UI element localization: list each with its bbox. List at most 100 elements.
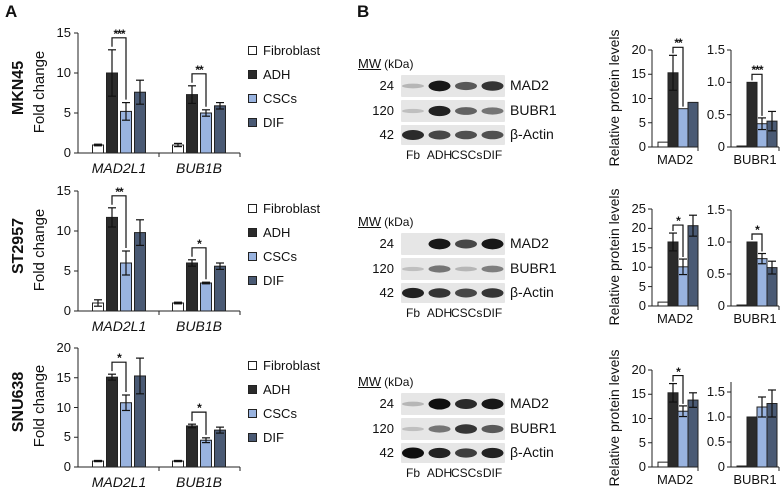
- mw-unit: (kDa): [384, 375, 414, 389]
- protein-label: BUBR1: [510, 102, 557, 118]
- lane-label: CSCs: [451, 306, 483, 320]
- mw-value: 42: [379, 127, 394, 142]
- category-label: MAD2: [656, 472, 694, 487]
- legend-item: Fibroblast: [248, 358, 320, 373]
- blot-strip: [401, 100, 505, 122]
- lane-label: CSCs: [451, 148, 483, 162]
- protein-label: MAD2: [510, 235, 549, 251]
- category-label: BUB1B: [176, 318, 222, 334]
- mw-value: 120: [372, 261, 394, 276]
- blot-strip: [401, 393, 505, 415]
- y-tick-label: 15: [631, 66, 646, 82]
- y-tick-label: 0.5: [706, 106, 725, 122]
- y-tick-label: 5: [638, 278, 646, 294]
- y-tick-label: 0: [717, 459, 725, 474]
- y-tick-label: 0: [63, 459, 71, 474]
- legend-label: Fibroblast: [263, 201, 321, 216]
- y-tick-label: 0: [63, 145, 71, 160]
- legend-label: Fibroblast: [263, 43, 321, 58]
- lane-label: ADH: [426, 306, 453, 320]
- protein-label: β-Actin: [510, 444, 554, 460]
- mw-value: 24: [379, 396, 394, 411]
- mw-unit: (kDa): [384, 57, 414, 71]
- mw-label: MW: [358, 56, 382, 71]
- y-tick-label: 1.0: [706, 234, 725, 249]
- legend-swatch: [248, 118, 257, 127]
- lane-label: CSCs: [451, 466, 483, 480]
- legend-swatch: [248, 433, 257, 442]
- y-tick-label: 0: [638, 459, 646, 474]
- category-label: MAD2: [656, 311, 694, 326]
- y-tick-label: 1.5: [706, 202, 725, 217]
- y-tick-label: 15: [56, 183, 71, 198]
- legend-item: CSCs: [248, 91, 297, 106]
- protein-label: MAD2: [510, 395, 549, 411]
- category-label: MAD2L1: [91, 474, 147, 490]
- legend-swatch: [248, 385, 257, 394]
- legend-label: DIF: [263, 430, 284, 445]
- y-tick-label: 15: [56, 25, 71, 40]
- mw-header: MW (kDa): [358, 56, 413, 71]
- legend-swatch: [248, 70, 257, 79]
- y-tick-label: 5: [63, 263, 71, 278]
- protein-label: β-Actin: [510, 284, 554, 300]
- blot-strip: [401, 283, 505, 303]
- legend-item: ADH: [248, 225, 290, 240]
- category-label: MAD2L1: [91, 160, 147, 176]
- mw-value: 42: [379, 445, 394, 460]
- mw-header: MW (kDa): [358, 214, 413, 229]
- blot-strip: [401, 233, 505, 255]
- legend-label: ADH: [263, 67, 291, 82]
- category-label: BUB1B: [176, 474, 222, 490]
- lane-label: ADH: [426, 466, 453, 480]
- significance-mark: **: [115, 184, 123, 199]
- significance-mark: *: [755, 223, 760, 237]
- y-tick-label: 15: [56, 369, 71, 385]
- legend-label: Fibroblast: [263, 358, 321, 373]
- legend-swatch: [248, 252, 257, 261]
- y-tick-label: 0: [717, 139, 725, 154]
- legend-item: Fibroblast: [248, 43, 320, 58]
- y-tick-label: 10: [631, 90, 646, 106]
- y-tick-label: 10: [631, 410, 646, 426]
- legend-item: CSCs: [248, 249, 297, 264]
- blot-strip: [401, 75, 505, 97]
- y-tick-label: 15: [631, 239, 646, 255]
- y-tick-label: 10: [56, 399, 71, 415]
- y-tick-label: 1.5: [706, 42, 725, 57]
- y-tick-label: 15: [631, 386, 646, 402]
- protein-label: β-Actin: [510, 126, 554, 142]
- category-label: BUBR1: [733, 152, 777, 167]
- legend-label: CSCs: [263, 91, 297, 106]
- legend-item: DIF: [248, 115, 284, 130]
- legend-swatch: [248, 204, 257, 213]
- legend-item: DIF: [248, 430, 284, 445]
- lane-label: ADH: [426, 148, 453, 162]
- lane-label: DIF: [482, 466, 503, 480]
- mw-unit: (kDa): [384, 215, 414, 229]
- legend-item: DIF: [248, 273, 284, 288]
- panel-letter-b: B: [357, 2, 370, 21]
- protein-label: BUBR1: [510, 420, 557, 436]
- y-tick-label: 0.5: [706, 266, 725, 281]
- mw-value: 24: [379, 78, 394, 93]
- y-tick-label: 20: [631, 220, 646, 236]
- y-tick-label: 1.0: [706, 74, 725, 90]
- category-label: MAD2L1: [91, 318, 147, 334]
- y-tick-label: 0: [63, 303, 71, 318]
- legend-item: Fibroblast: [248, 201, 320, 216]
- lane-label: DIF: [482, 148, 503, 162]
- lane-label: Fb: [405, 148, 420, 162]
- legend-label: ADH: [263, 225, 291, 240]
- mw-value: 24: [379, 236, 394, 251]
- legend-swatch: [248, 94, 257, 103]
- lane-label: DIF: [482, 306, 503, 320]
- legend-item: ADH: [248, 67, 290, 82]
- mw-value: 120: [372, 103, 394, 118]
- legend-label: ADH: [263, 382, 291, 397]
